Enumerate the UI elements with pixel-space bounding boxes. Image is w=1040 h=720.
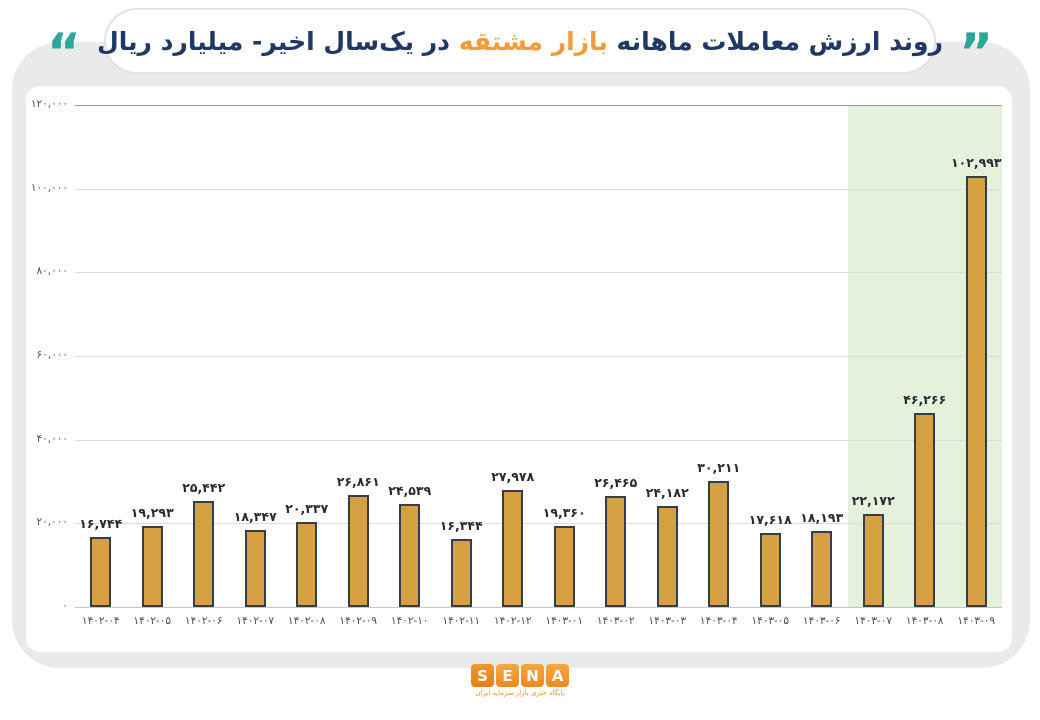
x-tick-label: ۱۴۰۲-۰۶ (184, 615, 223, 627)
x-tick-label: ۱۴۰۲-۰۷ (236, 615, 275, 627)
bar-value-label: ۱۷,۶۱۸ (748, 512, 792, 527)
bar-value-label: ۲۵,۴۴۲ (182, 480, 226, 495)
bar-value-label: ۱۶,۷۴۴ (79, 516, 123, 531)
bar (399, 504, 421, 607)
chart-panel: ۱۲۰,۰۰۰ ۱۰۰,۰۰۰ ۸۰,۰۰۰ ۶۰,۰۰۰ ۴۰,۰۰۰ ۲۰,۰۰۰ ۰ ۱… (26, 86, 1012, 652)
bar (965, 176, 987, 607)
bar (553, 526, 575, 607)
x-tick-label: ۱۴۰۳-۰۸ (905, 615, 944, 627)
bar-value-label: ۲۰,۳۳۷ (285, 501, 329, 516)
title-part-highlight: بازار مشتقه (458, 26, 608, 56)
bar-value-label: ۳۰,۲۱۱ (697, 460, 741, 475)
x-tick-label: ۱۴۰۳-۰۲ (596, 615, 635, 627)
y-tick-label: ۰ (62, 600, 68, 612)
y-tick-label: ۸۰,۰۰۰ (36, 265, 68, 278)
bar (914, 413, 936, 607)
y-tick-label: ۴۰,۰۰۰ (36, 432, 68, 445)
bar (193, 501, 215, 607)
bar-value-label: ۱۸,۳۴۷ (233, 509, 277, 524)
bar-value-label: ۲۶,۸۶۱ (336, 474, 380, 489)
bar (90, 537, 112, 607)
bar (811, 531, 833, 607)
bar-value-label: ۱۶,۳۴۴ (439, 518, 483, 533)
sena-logo: S E N A پایگاه خبری بازار سرمایه ایران (450, 664, 590, 697)
bar-value-label: ۱۹,۳۶۰ (542, 505, 586, 520)
bar (656, 506, 678, 607)
bar-value-label: ۱۹,۲۹۳ (130, 505, 174, 520)
bar-value-label: ۲۴,۱۸۲ (645, 485, 689, 500)
sena-logo-tiles: S E N A (471, 664, 569, 687)
bar (862, 514, 884, 607)
x-tick-label: ۱۴۰۲-۱۲ (493, 615, 532, 627)
bar-chart: ۱۲۰,۰۰۰ ۱۰۰,۰۰۰ ۸۰,۰۰۰ ۶۰,۰۰۰ ۴۰,۰۰۰ ۲۰,۰۰۰ ۰ ۱… (26, 86, 1012, 652)
x-tick-label: ۱۴۰۲-۰۴ (81, 615, 120, 627)
bar (605, 496, 627, 607)
bar-value-label: ۲۷,۹۷۸ (491, 469, 535, 484)
x-tick-label: ۱۴۰۳-۰۳ (648, 615, 687, 627)
y-tick-label: ۱۰۰,۰۰۰ (30, 181, 68, 194)
x-tick-label: ۱۴۰۲-۱۱ (442, 615, 481, 627)
x-tick-label: ۱۴۰۳-۰۷ (854, 615, 893, 627)
title-part-right: روند ارزش معاملات ماهانه (616, 26, 943, 56)
gridline (75, 356, 1002, 357)
bar (296, 522, 318, 607)
gridline (75, 188, 1002, 190)
logo-tile-s: S (471, 664, 494, 687)
bar (759, 533, 781, 607)
x-tick-label: ۱۴۰۳-۰۹ (957, 615, 996, 627)
x-tick-label: ۱۴۰۳-۰۶ (802, 615, 841, 627)
bar-value-label: ۲۲,۱۷۲ (851, 493, 895, 508)
bar (244, 530, 266, 607)
bar-value-label: ۴۶,۲۶۶ (903, 392, 947, 407)
page-title: روند ارزش معاملات ماهانه بازار مشتقه در … (97, 27, 943, 56)
bar-value-label: ۲۴,۵۳۹ (388, 483, 432, 498)
bar-value-label: ۱۰۲,۹۹۳ (950, 155, 1002, 170)
x-tick-label: ۱۴۰۲-۰۵ (133, 615, 172, 627)
sena-tagline: پایگاه خبری بازار سرمایه ایران (475, 689, 565, 697)
bar (347, 495, 369, 607)
bar (450, 539, 472, 607)
x-tick-label: ۱۴۰۳-۰۴ (699, 615, 738, 627)
y-tick-label: ۶۰,۰۰۰ (36, 349, 68, 361)
gridline (75, 607, 1002, 608)
x-tick-label: ۱۴۰۳-۰۱ (545, 615, 584, 627)
logo-tile-n: N (521, 664, 544, 687)
gridline (75, 439, 1002, 441)
gridline (75, 105, 1002, 106)
x-tick-label: ۱۴۰۲-۱۰ (390, 615, 429, 627)
bar (141, 526, 163, 607)
title-part-left: در یک‌سال اخیر- میلیارد ریال (97, 26, 450, 56)
y-tick-label: ۱۲۰,۰۰۰ (30, 98, 68, 110)
logo-tile-a: A (546, 664, 569, 687)
gridline (75, 523, 1002, 525)
x-tick-label: ۱۴۰۲-۰۹ (339, 615, 378, 627)
x-tick-label: ۱۴۰۲-۰۸ (287, 615, 326, 627)
bar (502, 490, 524, 607)
y-tick-label: ۲۰,۰۰۰ (36, 516, 68, 529)
bar (708, 481, 730, 607)
bar-value-label: ۱۸,۱۹۳ (800, 510, 844, 525)
logo-tile-e: E (496, 664, 519, 687)
bar-value-label: ۲۶,۴۶۵ (594, 475, 638, 490)
x-tick-label: ۱۴۰۳-۰۵ (751, 615, 790, 627)
title-pill: ” روند ارزش معاملات ماهانه بازار مشتقه د… (47, 8, 993, 79)
gridline (75, 272, 1002, 274)
